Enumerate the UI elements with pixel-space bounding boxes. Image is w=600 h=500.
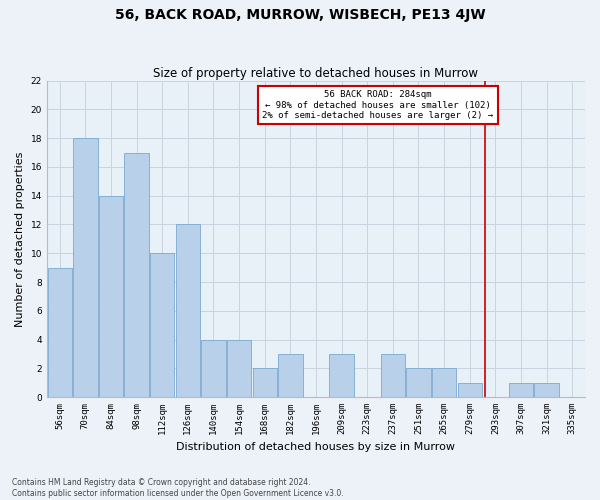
Bar [432, 368, 456, 397]
Bar [73, 138, 98, 397]
Bar [201, 340, 226, 397]
Text: 56 BACK ROAD: 284sqm
← 98% of detached houses are smaller (102)
2% of semi-detac: 56 BACK ROAD: 284sqm ← 98% of detached h… [262, 90, 493, 120]
Bar [150, 253, 175, 397]
Bar [47, 268, 72, 397]
Text: Contains HM Land Registry data © Crown copyright and database right 2024.
Contai: Contains HM Land Registry data © Crown c… [12, 478, 344, 498]
Bar [278, 354, 302, 397]
Bar [380, 354, 405, 397]
Bar [99, 196, 123, 397]
Title: Size of property relative to detached houses in Murrow: Size of property relative to detached ho… [154, 66, 478, 80]
Bar [176, 224, 200, 397]
Text: 56, BACK ROAD, MURROW, WISBECH, PE13 4JW: 56, BACK ROAD, MURROW, WISBECH, PE13 4JW [115, 8, 485, 22]
Bar [458, 382, 482, 397]
Bar [406, 368, 431, 397]
Bar [329, 354, 354, 397]
Bar [124, 152, 149, 397]
Y-axis label: Number of detached properties: Number of detached properties [15, 151, 25, 326]
Bar [509, 382, 533, 397]
Bar [227, 340, 251, 397]
Bar [253, 368, 277, 397]
X-axis label: Distribution of detached houses by size in Murrow: Distribution of detached houses by size … [176, 442, 455, 452]
Bar [535, 382, 559, 397]
